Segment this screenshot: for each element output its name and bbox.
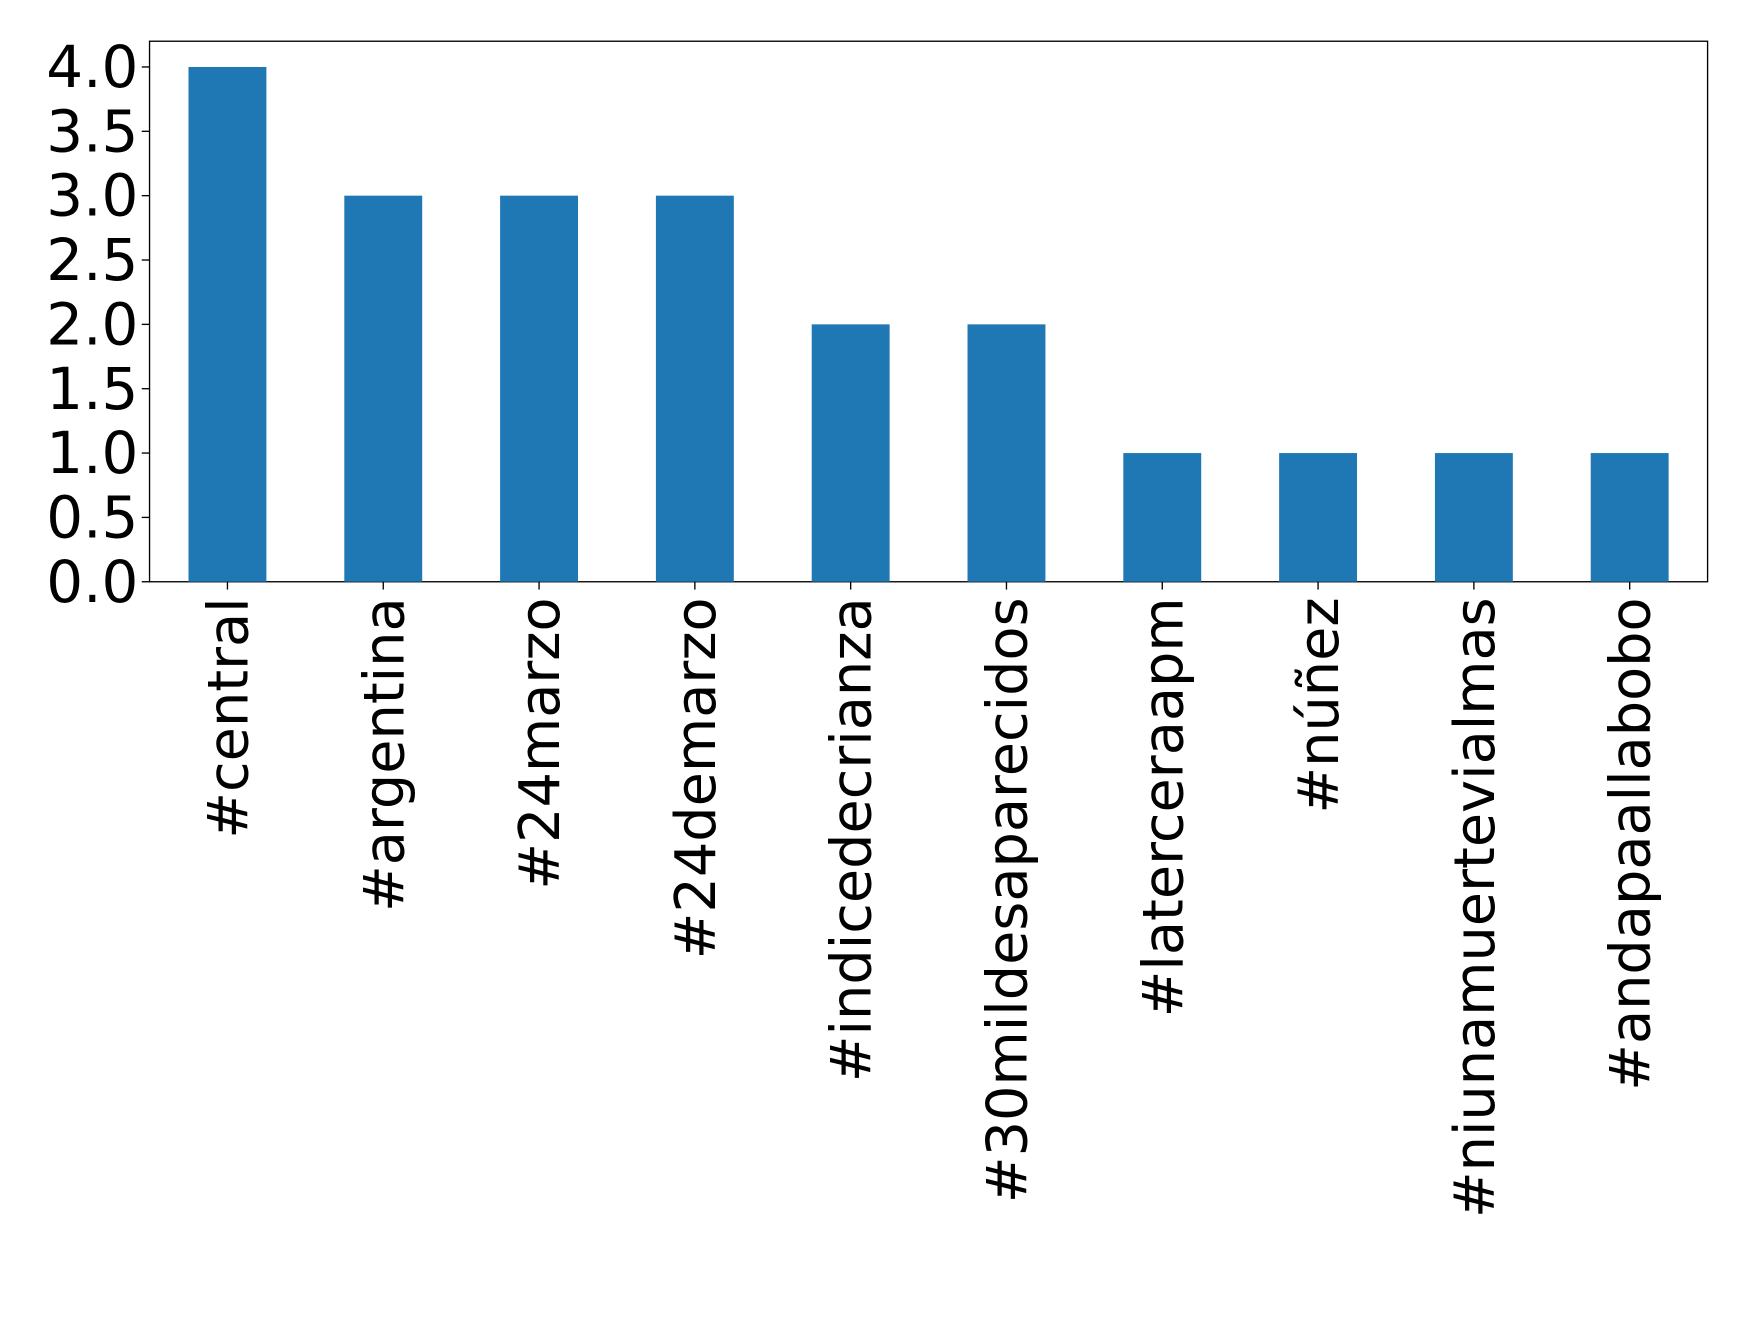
y-tick-label: 1.5 xyxy=(46,355,138,423)
bar xyxy=(1434,453,1513,582)
y-tick-label: 2.5 xyxy=(46,226,138,294)
bar xyxy=(1590,453,1669,582)
y-tick-label: 1.0 xyxy=(46,419,138,487)
x-tick-label: #laterceraapm xyxy=(1131,597,1196,1017)
bar xyxy=(188,66,267,582)
plot-frame xyxy=(148,40,1709,583)
x-tick-label: #indicedecrianza xyxy=(820,597,885,1082)
bar xyxy=(1279,453,1358,582)
y-tick-label: 0.5 xyxy=(46,483,138,551)
bar xyxy=(1123,453,1202,582)
y-tick-label: 2.0 xyxy=(46,290,138,358)
bar xyxy=(655,195,734,582)
x-tick-label: #andapaallabobo xyxy=(1599,597,1664,1090)
bar xyxy=(344,195,423,582)
x-tick-label: #niunamuertevialmas xyxy=(1443,597,1508,1218)
y-tick-label: 4.0 xyxy=(46,33,138,101)
x-tick-label: #argentina xyxy=(352,597,417,912)
x-tick-label: #24demarzo xyxy=(664,597,729,959)
x-tick-label: #núñez xyxy=(1287,597,1352,813)
x-tick-label: #24marzo xyxy=(508,597,573,889)
bar xyxy=(500,195,579,582)
y-tick-label: 0.0 xyxy=(46,548,138,616)
y-tick-label: 3.5 xyxy=(46,97,138,165)
bar xyxy=(967,324,1046,582)
x-tick-label: #central xyxy=(197,597,262,838)
x-tick-label: #30mildesaparecidos xyxy=(976,597,1041,1203)
bar xyxy=(811,324,890,582)
y-tick-label: 3.0 xyxy=(46,162,138,230)
